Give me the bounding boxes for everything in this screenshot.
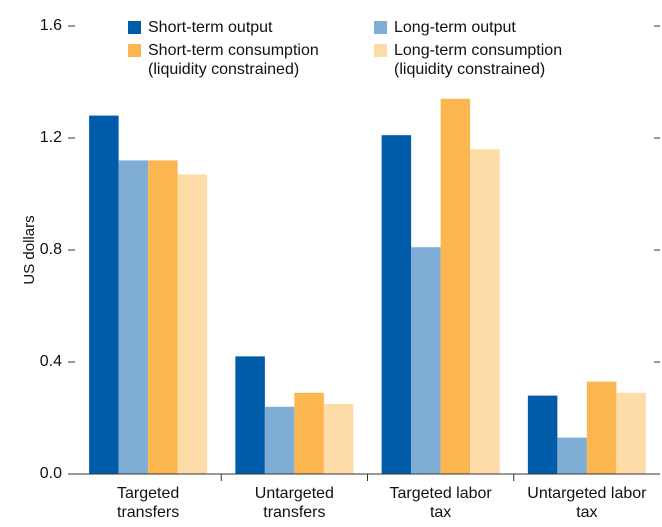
bar (616, 392, 646, 474)
legend-swatch (128, 21, 141, 34)
bar (557, 437, 587, 474)
y-axis-label: US dollars (21, 215, 38, 284)
legend-swatch (374, 21, 387, 34)
legend-swatch (128, 44, 141, 57)
legend-label: Long-term output (394, 19, 516, 36)
bar (235, 356, 265, 474)
bar (264, 406, 295, 474)
legend-item: Long-term output (374, 18, 624, 37)
x-tick-label: Targeted transfers (116, 485, 180, 521)
legend-label: Short-term consumption (liquidity constr… (148, 42, 319, 78)
y-tick-label: 0.0 (40, 465, 62, 482)
bar (177, 174, 208, 474)
y-tick-label: 0.4 (40, 353, 62, 370)
legend-label: Short-term output (148, 19, 273, 36)
x-tick-label: Untargeted labor tax (527, 485, 647, 521)
bar (148, 160, 178, 474)
bar (586, 381, 617, 474)
legend-swatch (374, 44, 387, 57)
bar (411, 247, 441, 474)
y-tick-label: 1.2 (40, 129, 62, 146)
bar (440, 98, 471, 475)
bar (527, 395, 558, 474)
legend-item: Long-term consumption (liquidity constra… (374, 41, 624, 79)
x-tick-label: Targeted labor tax (389, 485, 492, 521)
y-tick-label: 0.8 (40, 241, 62, 258)
legend-item: Short-term consumption (liquidity constr… (128, 41, 378, 79)
bar (294, 392, 324, 474)
x-tick-label: Untargeted transfers (254, 485, 334, 521)
bar (381, 135, 412, 474)
legend-item: Short-term output (128, 18, 378, 37)
legend-label: Long-term consumption (liquidity constra… (394, 42, 563, 78)
bar (470, 149, 500, 474)
bar (118, 160, 149, 474)
bar (89, 115, 119, 474)
bar (323, 404, 354, 474)
y-tick-label: 1.6 (40, 17, 62, 34)
